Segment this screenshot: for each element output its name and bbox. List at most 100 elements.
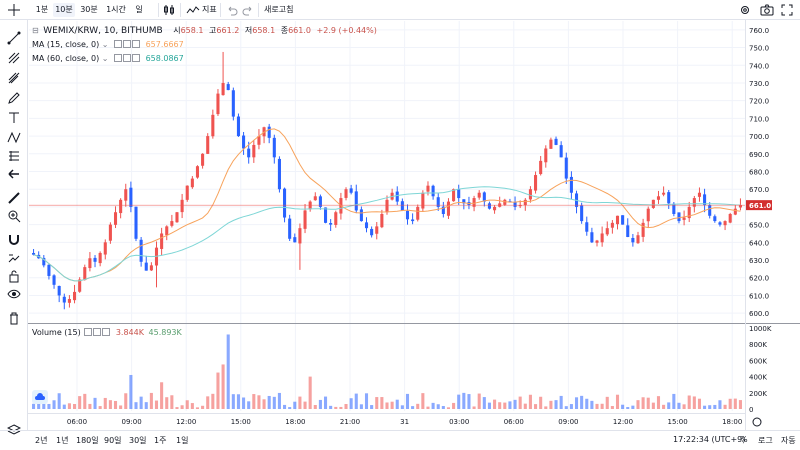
volume-bar [73, 403, 77, 409]
candle-body [32, 252, 36, 255]
pitchfork-icon[interactable] [5, 70, 23, 86]
volume-bar [180, 405, 184, 409]
settings-gear-icon[interactable] [739, 3, 751, 17]
interval-10m[interactable]: 10분 [53, 3, 75, 17]
volume-bar [672, 393, 676, 409]
settings-icon[interactable] [93, 328, 102, 336]
candle-body [554, 138, 558, 145]
candle-body [713, 216, 717, 222]
eye-icon[interactable] [114, 40, 123, 48]
candle-body [98, 252, 102, 264]
trend-line-icon[interactable] [5, 30, 23, 46]
lock-drawing-icon[interactable] [5, 250, 23, 266]
volume-bar [457, 394, 461, 409]
candle-body [564, 157, 568, 179]
volume-tick-label: 400K [749, 374, 767, 382]
collapse-icon[interactable]: ⊟ [32, 26, 39, 35]
range-1y[interactable]: 1년 [56, 436, 69, 445]
axis-settings-icon[interactable] [752, 417, 762, 427]
auto-toggle[interactable]: 자동 [781, 436, 796, 445]
interval-1d[interactable]: 일 [135, 5, 143, 14]
volume-bar [482, 397, 486, 409]
percent-toggle[interactable]: % [740, 435, 748, 444]
volume-bar [78, 396, 82, 409]
volume-bar [247, 401, 251, 409]
range-90d[interactable]: 90일 [104, 436, 122, 445]
brush-icon[interactable] [5, 90, 23, 106]
volume-bar [569, 404, 573, 409]
back-arrow-icon[interactable] [5, 166, 23, 182]
range-2y[interactable]: 2년 [35, 436, 48, 445]
candle-body [73, 291, 77, 301]
candle-body [185, 185, 189, 200]
interval-30m[interactable]: 30분 [80, 5, 98, 14]
chevron-down-icon[interactable]: ⌄ [101, 54, 109, 63]
range-30d[interactable]: 30일 [129, 436, 147, 445]
candle-body [216, 93, 220, 115]
lock-icon[interactable] [5, 268, 23, 284]
log-toggle[interactable]: 로그 [758, 436, 773, 445]
fib-tool-icon[interactable] [5, 50, 23, 66]
chevron-down-icon[interactable]: ⌄ [101, 40, 109, 49]
volume-tick-label: 200K [749, 390, 767, 398]
zoom-icon[interactable] [5, 208, 23, 224]
volume-bar [364, 393, 369, 409]
refresh-button[interactable]: 새로고침 [264, 5, 294, 14]
camera-icon[interactable] [760, 3, 774, 17]
interval-1m[interactable]: 1분 [35, 5, 49, 14]
layers-icon[interactable] [5, 422, 23, 438]
time-tick-label: 09:00 [558, 418, 578, 426]
eye-icon[interactable] [114, 54, 123, 62]
range-180d[interactable]: 180일 [76, 436, 99, 445]
redo-icon[interactable] [242, 3, 254, 17]
low-value: 658.1 [252, 26, 276, 35]
volume-bar [339, 406, 343, 409]
candle-body [180, 199, 184, 213]
prediction-icon[interactable] [5, 148, 23, 164]
volume-bar [697, 398, 701, 409]
settings-icon[interactable] [123, 40, 132, 48]
time-tick-label: 15:00 [231, 418, 251, 426]
range-1d[interactable]: 1일 [176, 436, 189, 445]
candle-body [549, 139, 553, 149]
eye-icon[interactable] [5, 286, 23, 302]
volume-bar [564, 406, 568, 409]
volume-bar [32, 403, 36, 409]
price-tick-label: 760.0 [749, 27, 769, 35]
volume-bar [585, 398, 589, 409]
fullscreen-icon[interactable] [781, 3, 793, 17]
ruler-icon[interactable] [5, 190, 23, 206]
crosshair-icon[interactable] [5, 2, 23, 18]
close-icon[interactable] [132, 54, 141, 62]
interval-1h[interactable]: 1시간 [106, 5, 126, 14]
close-icon[interactable] [132, 40, 141, 48]
trash-icon[interactable] [5, 310, 23, 326]
candle-body [313, 196, 317, 201]
indicator-button[interactable]: 지표 [202, 5, 217, 14]
text-icon[interactable] [5, 110, 23, 126]
volume-bar [252, 394, 256, 409]
candle-body [318, 196, 322, 207]
close-icon[interactable] [102, 328, 111, 336]
volume-bar [462, 392, 466, 409]
candle-body [457, 189, 461, 199]
candle-body [733, 208, 737, 215]
ma15-label: MA (15, close, 0) [32, 40, 100, 49]
price-tick-label: 620.0 [749, 275, 769, 283]
volume-bar [175, 407, 179, 409]
range-1w[interactable]: 1주 [154, 436, 167, 445]
settings-icon[interactable] [123, 54, 132, 62]
volume-bar [621, 404, 625, 409]
eye-icon[interactable] [84, 328, 93, 336]
volume-tick-label: 0 [749, 406, 753, 414]
undo-icon[interactable] [226, 3, 238, 17]
pattern-icon[interactable] [5, 129, 23, 145]
indicator-icon[interactable] [186, 3, 200, 17]
volume-bar [216, 372, 220, 409]
candle-type-icon[interactable] [163, 3, 175, 17]
volume-bar [738, 400, 742, 409]
volume-bar [395, 399, 399, 409]
magnet-icon[interactable] [5, 232, 23, 248]
